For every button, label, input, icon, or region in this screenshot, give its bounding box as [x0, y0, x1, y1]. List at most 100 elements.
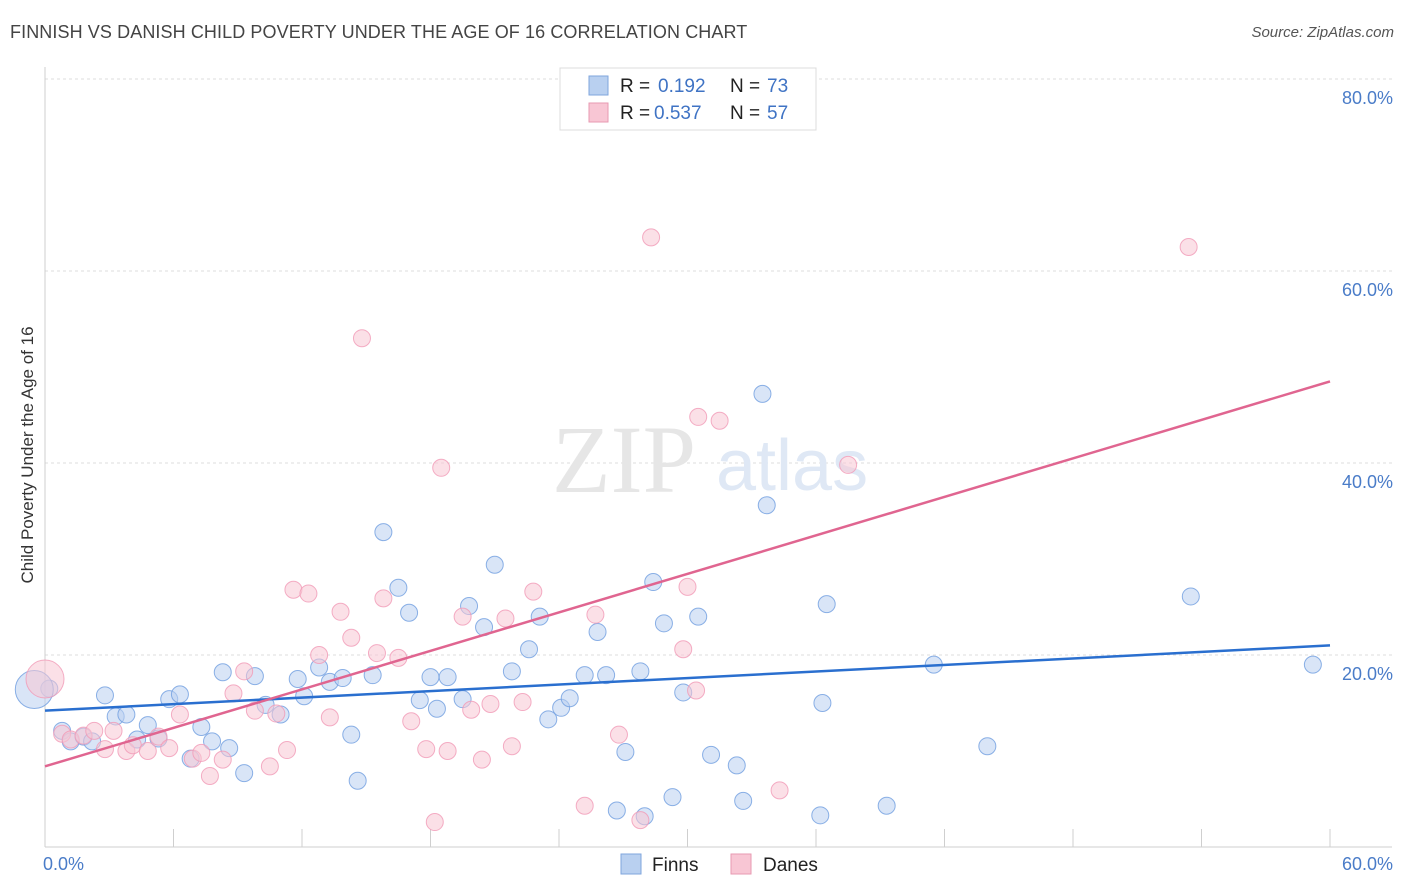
danes-point-40 [472, 750, 491, 769]
danes-point-38 [453, 607, 472, 626]
danes-point-21 [267, 704, 286, 723]
danes-point-4 [85, 721, 104, 740]
y-tick-label-2: 60.0% [1342, 280, 1393, 300]
watermark-zip: ZIP [552, 406, 696, 513]
danes-point-53 [687, 681, 706, 700]
danes-trend-line [44, 380, 1331, 768]
finns-point-29 [363, 666, 382, 685]
legend-swatch-finns [588, 75, 609, 96]
finns-point-40 [485, 555, 504, 574]
danes-point-49 [631, 811, 650, 830]
danes-point-20 [260, 757, 279, 776]
legend-n-value-danes: 57 [767, 103, 788, 124]
legend-swatch-danes [588, 102, 609, 123]
finns-point-22 [288, 670, 307, 688]
finns-points [14, 384, 1322, 826]
finns-point-48 [588, 622, 607, 641]
trend-lines [44, 380, 1331, 768]
finns-point-59 [702, 745, 721, 764]
bottom-legend-label-danes: Danes [763, 855, 818, 876]
finns-point-33 [410, 691, 429, 710]
finns-point-49 [597, 666, 616, 685]
y-tick-label-0: 20.0% [1342, 664, 1393, 684]
danes-point-35 [425, 813, 444, 832]
chart-source: Source: ZipAtlas.com [1251, 24, 1394, 41]
danes-point-25 [310, 646, 329, 664]
legend-r-label-danes: R = [620, 103, 650, 124]
axes [44, 67, 1392, 848]
danes-point-6 [104, 721, 123, 740]
finns-point-44 [539, 710, 558, 729]
danes-point-43 [502, 737, 521, 756]
y-tick-labels: 20.0% 40.0% 60.0% 80.0% [1342, 88, 1393, 684]
bottom-legend: Finns Danes [620, 853, 818, 876]
danes-point-42 [496, 609, 515, 628]
danes-point-44 [513, 693, 532, 712]
danes-point-34 [417, 740, 436, 759]
danes-point-17 [224, 684, 243, 703]
danes-point-31 [374, 589, 393, 608]
finns-point-16 [213, 663, 232, 682]
legend-box: R = 0.192 N = 73 R = 0.537 N = 57 [559, 67, 817, 131]
finns-point-69 [978, 737, 997, 756]
danes-point-48 [609, 725, 628, 744]
finns-point-67 [877, 796, 896, 815]
finns-point-31 [389, 578, 408, 597]
danes-point-11 [160, 739, 179, 758]
danes-point-36 [432, 458, 451, 477]
legend-r-value-finns: 0.192 [658, 76, 706, 97]
finns-point-34 [421, 668, 440, 687]
danes-point-45 [524, 582, 543, 601]
x-tick-label-min: 0.0% [43, 854, 84, 874]
finns-point-56 [663, 788, 682, 807]
finns-point-27 [342, 725, 361, 744]
danes-point-12 [170, 705, 189, 724]
finns-point-41 [502, 662, 521, 681]
finns-point-30 [374, 523, 393, 542]
legend-n-label-finns: N = [730, 76, 760, 97]
finns-point-55 [654, 614, 673, 633]
finns-point-64 [811, 806, 830, 825]
danes-point-26 [320, 708, 339, 727]
danes-point-47 [586, 605, 605, 624]
danes-point-57 [839, 455, 858, 474]
finns-point-32 [400, 603, 419, 622]
danes-point-24 [299, 584, 318, 603]
y-axis-label: Child Poverty Under the Age of 16 [18, 326, 37, 583]
finns-point-47 [575, 666, 594, 685]
legend-r-value-danes: 0.537 [654, 103, 702, 124]
finns-point-36 [438, 668, 457, 687]
danes-point-46 [575, 796, 594, 815]
grid-lines [45, 78, 1392, 656]
danes-point-58 [1179, 238, 1198, 256]
finns-point-18 [235, 764, 254, 783]
chart-title: FINNISH VS DANISH CHILD POVERTY UNDER TH… [10, 22, 748, 42]
danes-point-23 [284, 580, 303, 599]
finns-point-70 [1181, 587, 1200, 606]
finns-point-5 [95, 686, 114, 705]
danes-point-55 [710, 411, 729, 430]
finns-point-51 [616, 742, 635, 761]
danes-point-33 [402, 712, 421, 731]
danes-points [25, 228, 1198, 832]
legend-r-label-finns: R = [620, 76, 650, 97]
finns-point-9 [138, 716, 157, 735]
finns-point-42 [520, 640, 539, 659]
x-tick-labels: 0.0% 60.0% [43, 854, 1393, 874]
finns-point-66 [817, 595, 836, 614]
danes-point-37 [438, 742, 457, 760]
danes-point-39 [462, 700, 481, 719]
danes-point-41 [481, 694, 500, 713]
finns-point-65 [813, 694, 832, 712]
danes-point-52 [678, 577, 697, 596]
y-tick-label-3: 80.0% [1342, 88, 1393, 108]
finns-point-35 [427, 699, 446, 718]
danes-point-9 [138, 742, 157, 760]
danes-point-18 [235, 662, 254, 681]
danes-point-22 [278, 741, 297, 760]
danes-point-50 [642, 228, 661, 247]
finns-point-7 [117, 705, 136, 724]
danes-point-15 [200, 766, 219, 785]
finns-point-71 [1303, 655, 1322, 674]
